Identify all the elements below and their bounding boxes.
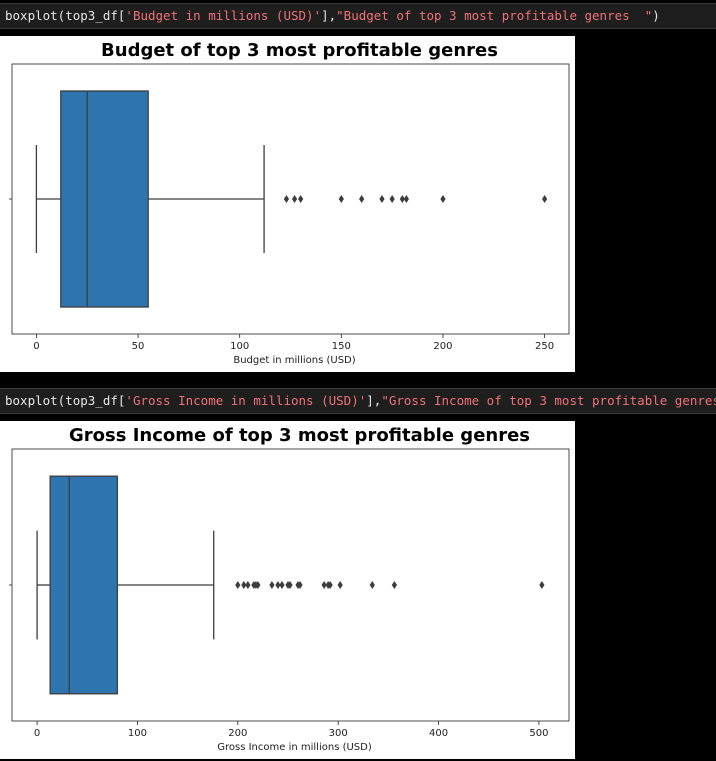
chart-output-budget: Budget of top 3 most profitable genres 0 5… (0, 36, 575, 372)
code-cell-gross-income[interactable]: boxplot(top3_df['Gross Income in million… (0, 388, 716, 414)
outlier-point (291, 195, 298, 203)
code-separator: ], (366, 393, 382, 408)
outlier-point (283, 195, 290, 203)
code-arg-title: "Budget of top 3 most profitable genres … (336, 8, 653, 23)
x-axis-label: Budget in millions (USD) (233, 355, 355, 366)
x-tick-label: 300 (329, 728, 348, 739)
x-tick-label: 200 (433, 341, 452, 352)
outlier-point (389, 195, 395, 203)
code-fn: boxplot(top3_df[ (5, 393, 126, 408)
chart-title: Gross Income of top 3 most profitable ge… (69, 425, 530, 446)
code-arg-title: "Gross Income of top 3 most profitable g… (381, 393, 716, 408)
code-close: ) (652, 8, 660, 23)
code-cell-budget[interactable]: boxplot(top3_df['Budget in millions (USD… (0, 3, 716, 29)
outlier-point (298, 195, 304, 203)
x-tick-label: 0 (33, 341, 39, 352)
outlier-point (337, 581, 343, 589)
outlier-point (403, 195, 409, 203)
outlier-point (297, 581, 303, 589)
x-tick-label: 150 (332, 341, 351, 352)
x-axis-label: Gross Income in millions (USD) (217, 742, 372, 753)
budget-boxplot: Budget of top 3 most profitable genres 0 5… (9, 40, 570, 366)
x-tick-label: 500 (529, 728, 548, 739)
outlier-point (327, 581, 333, 589)
outlier-point (369, 581, 375, 589)
outlier-point (379, 195, 385, 203)
outlier-point (338, 195, 344, 203)
iqr-box (49, 475, 119, 695)
outlier-point (440, 195, 446, 203)
outlier-point (275, 581, 281, 589)
chart-output-gross-income: Gross Income of top 3 most profitable ge… (0, 421, 575, 759)
outlier-point (279, 581, 285, 589)
outlier-point (269, 581, 275, 589)
x-tick-label: 100 (128, 728, 147, 739)
outlier-point (359, 195, 365, 203)
x-tick-label: 200 (228, 728, 247, 739)
outlier-point (235, 581, 241, 589)
gross-income-boxplot: Gross Income of top 3 most profitable ge… (9, 425, 570, 753)
outlier-point (391, 581, 397, 589)
outlier-point (245, 581, 251, 589)
outlier-point (542, 195, 548, 203)
x-tick-label: 0 (34, 728, 40, 739)
x-tick-label: 250 (535, 341, 554, 352)
outlier-point (539, 581, 545, 589)
outlier-point (287, 581, 293, 589)
outlier-point (255, 581, 261, 589)
iqr-box (60, 90, 149, 308)
x-tick-label: 50 (132, 341, 145, 352)
x-tick-label: 100 (230, 341, 249, 352)
x-tick-label: 400 (429, 728, 448, 739)
code-arg-column: 'Budget in millions (USD)' (125, 8, 322, 23)
outlier-point (321, 581, 327, 589)
code-separator: ], (321, 8, 337, 23)
outlier-point (241, 581, 247, 589)
code-fn: boxplot(top3_df[ (5, 8, 126, 23)
outlier-point (399, 195, 405, 203)
chart-title: Budget of top 3 most profitable genres (101, 40, 498, 61)
code-arg-column: 'Gross Income in millions (USD)' (125, 393, 367, 408)
